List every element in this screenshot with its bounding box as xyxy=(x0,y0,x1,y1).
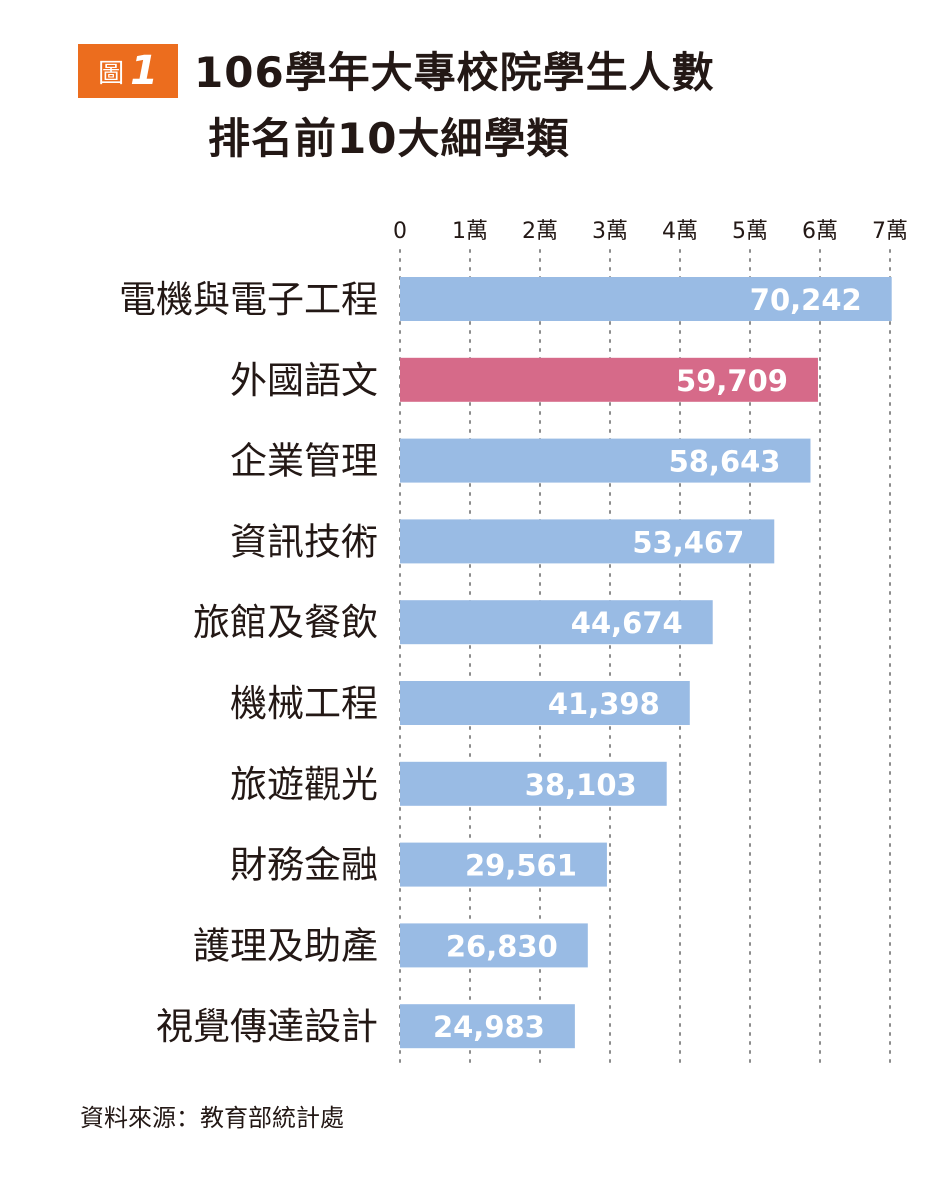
figure-badge: 圖 1 xyxy=(78,44,178,98)
data-label: 70,242 xyxy=(750,283,862,317)
bar xyxy=(400,681,690,725)
category-label: 旅遊觀光 xyxy=(230,763,378,806)
bar xyxy=(400,1004,575,1049)
bar xyxy=(400,923,588,968)
x-tick-label: 7萬 xyxy=(872,219,908,244)
x-tick-label: 6萬 xyxy=(802,219,838,244)
chart-title-line-2: 排名前10大細學類 xyxy=(208,114,570,163)
data-label: 53,467 xyxy=(632,525,744,559)
x-tick-label: 0 xyxy=(393,219,407,244)
x-tick-label: 4萬 xyxy=(662,219,698,244)
bar xyxy=(400,519,775,564)
data-label: 24,983 xyxy=(433,1010,545,1044)
bar xyxy=(400,277,892,321)
category-label: 視覺傳達設計 xyxy=(156,1005,378,1048)
bar xyxy=(400,842,607,887)
chart-title-line-1: 106學年大專校院學生人數 xyxy=(194,48,715,97)
bar xyxy=(400,600,713,645)
source-note: 資料來源：教育部統計處 xyxy=(80,1104,344,1132)
chart-title: 106學年大專校院學生人數 排名前10大細學類 xyxy=(194,40,715,172)
category-label: 機械工程 xyxy=(230,682,378,725)
category-label: 資訊技術 xyxy=(230,520,378,563)
category-label: 財務金融 xyxy=(230,844,378,887)
bar xyxy=(400,357,818,402)
category-label: 電機與電子工程 xyxy=(119,278,378,321)
figure-badge-number: 1 xyxy=(130,48,158,94)
category-label: 外國語文 xyxy=(230,359,378,402)
category-label: 企業管理 xyxy=(230,440,378,483)
x-tick-label: 1萬 xyxy=(452,219,488,244)
data-label: 38,103 xyxy=(525,768,637,802)
bar xyxy=(400,761,667,806)
bar xyxy=(400,438,811,483)
data-label: 44,674 xyxy=(571,606,683,640)
figure-badge-word: 圖 xyxy=(98,58,125,89)
data-label: 41,398 xyxy=(548,687,660,721)
category-label: 旅館及餐飲 xyxy=(193,601,378,644)
data-label: 58,643 xyxy=(669,445,781,479)
data-label: 29,561 xyxy=(465,849,577,883)
x-tick-label: 2萬 xyxy=(522,219,558,244)
category-label: 護理及助產 xyxy=(193,924,378,967)
data-label: 59,709 xyxy=(676,364,788,398)
data-label: 26,830 xyxy=(446,929,558,963)
x-tick-label: 5萬 xyxy=(732,219,768,244)
x-tick-label: 3萬 xyxy=(592,219,628,244)
